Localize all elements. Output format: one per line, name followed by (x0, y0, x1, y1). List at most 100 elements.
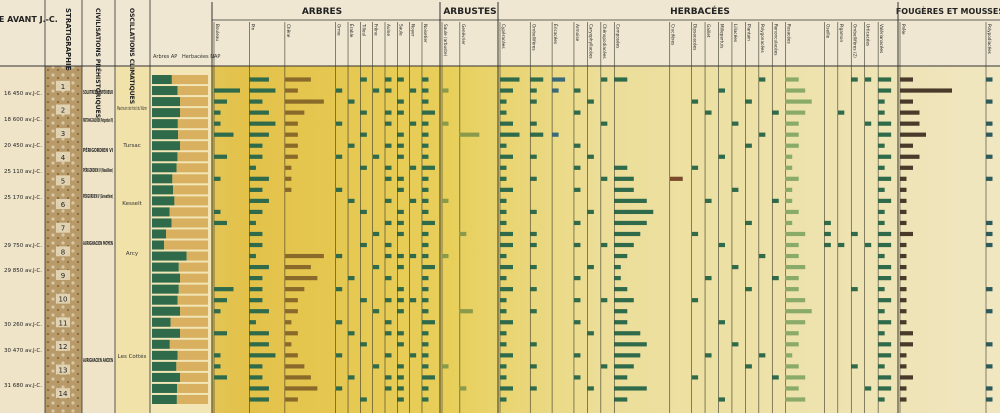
ap-bar (152, 86, 178, 96)
pollen-bar (284, 331, 298, 336)
nap-bar (174, 196, 208, 206)
pollen-bar (372, 154, 380, 159)
stratum-box (56, 317, 70, 328)
pollen-bar (385, 375, 392, 380)
pollen-bar (421, 220, 435, 226)
pollen-bar (385, 253, 392, 259)
pollen-bar (878, 397, 885, 402)
ap-bar (152, 339, 170, 349)
pollen-bar (614, 397, 628, 402)
pollen-bar (587, 209, 594, 215)
series-label: Orme (337, 24, 342, 36)
pollen-bar (785, 143, 799, 148)
pollen-bar (900, 99, 913, 104)
pollen-bar (878, 242, 892, 248)
pollen-bar (249, 198, 269, 203)
pollen-bar (284, 364, 305, 369)
pollen-bar (900, 209, 907, 215)
stratum-number: 14 (59, 390, 68, 398)
pollen-bar (421, 276, 429, 281)
pollen-bar (421, 154, 429, 159)
pollen-bar (900, 264, 907, 270)
pollen-bar (348, 198, 355, 203)
ap-bar (152, 262, 179, 272)
nap-bar (177, 350, 208, 360)
pollen-bar (900, 375, 913, 380)
pollen-bar (397, 331, 404, 336)
pollen-bar (409, 165, 417, 170)
pollen-bar (214, 364, 221, 369)
pollen-bar (785, 320, 806, 325)
pollen-bar (249, 364, 263, 369)
ratio-left-label: Arbres AP (153, 54, 177, 60)
nap-bar (176, 163, 208, 173)
pollen-bar (731, 342, 739, 347)
pollen-bar (785, 287, 799, 292)
pollen-bar (500, 298, 507, 303)
pollen-bar (421, 176, 429, 181)
pollen-bar (986, 231, 993, 237)
pollen-bar (421, 242, 429, 248)
group-header-arbres: ARBRES (302, 7, 342, 17)
age-label: 29 850 av.J-C. (4, 268, 42, 274)
pollen-bar (614, 264, 621, 270)
pollen-bar (397, 397, 404, 402)
pollen-bar (385, 320, 392, 325)
age-label: 31 680 av.J-C. (4, 383, 42, 389)
pollen-bar (573, 298, 581, 303)
ap-bar (152, 174, 173, 184)
pollen-bar (878, 198, 892, 203)
pollen-bar (785, 187, 793, 192)
series-label: Ombellifères (531, 24, 536, 51)
pollen-bar (348, 99, 355, 104)
pollen-bar (421, 353, 429, 358)
series-label: Éricacées (553, 24, 558, 44)
stratum-box (56, 388, 70, 399)
pollen-bar (900, 132, 926, 137)
pollen-bar (372, 364, 380, 369)
pollen-bar (785, 353, 793, 358)
pollen-bar (837, 242, 845, 248)
pollen-bar (824, 220, 831, 226)
nap-bar (180, 372, 208, 382)
pollen-bar (691, 375, 699, 380)
series-label: Ombellifères (2) (852, 24, 857, 58)
pollen-bar (900, 187, 907, 192)
pollen-bar (335, 353, 343, 358)
series-label: Pigamon (839, 24, 844, 42)
stratum-box (56, 269, 70, 280)
pollen-bar (824, 231, 831, 237)
pollen-bar (614, 375, 628, 380)
pollen-bar (360, 242, 367, 248)
pollen-bar (214, 154, 227, 159)
pollen-bar (249, 132, 269, 137)
pollen-bar (785, 231, 806, 237)
pollen-bar (785, 364, 799, 369)
pollen-bar (900, 143, 913, 148)
pollen-bar (421, 88, 429, 93)
pollen-bar (614, 287, 628, 292)
pollen-bar (421, 187, 429, 192)
pollen-bar (397, 132, 404, 137)
pollen-bar (214, 220, 227, 226)
pollen-bar (335, 253, 343, 259)
pollen-bar (785, 264, 806, 270)
pollen-bar (421, 364, 429, 369)
pollen-bar (284, 132, 298, 137)
pollen-bar (409, 253, 417, 259)
pollen-bar (900, 364, 907, 369)
pollen-bar (986, 154, 993, 159)
group-header-herbacees: HERBACÉES (670, 5, 730, 17)
pollen-bar (421, 209, 429, 215)
ap-bar (152, 108, 180, 118)
pollen-bar (824, 242, 831, 248)
pollen-bar (421, 99, 429, 104)
pollen-bar (758, 353, 766, 358)
pollen-bar (385, 276, 392, 281)
pollen-bar (878, 77, 892, 82)
series-label: Crucifères (671, 24, 676, 45)
pollen-bar (397, 253, 404, 259)
age-label: 18 600 av.J-C. (4, 117, 42, 123)
pollen-bar (397, 110, 404, 115)
pollen-bar (249, 231, 263, 237)
